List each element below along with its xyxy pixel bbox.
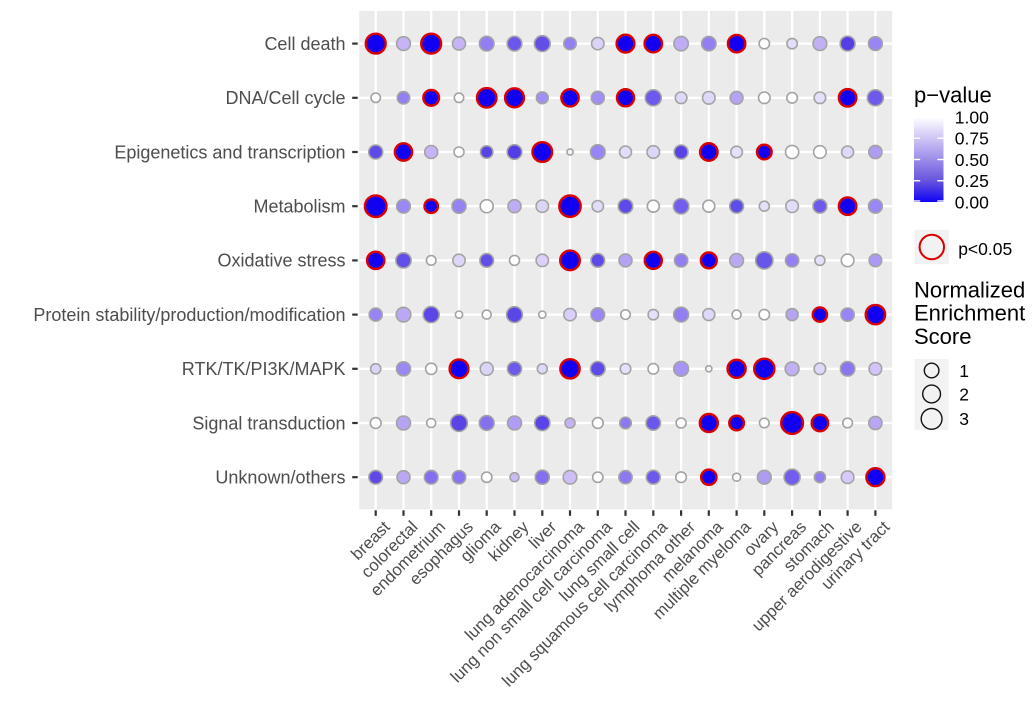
svg-text:3: 3	[959, 409, 969, 429]
svg-text:Score: Score	[914, 324, 971, 349]
svg-text:Enrichment: Enrichment	[914, 301, 1025, 326]
svg-text:0.50: 0.50	[955, 150, 989, 170]
svg-text:2: 2	[959, 384, 969, 404]
svg-text:Cell death: Cell death	[264, 34, 345, 54]
svg-text:Unknown/others: Unknown/others	[215, 468, 345, 488]
svg-text:Normalized: Normalized	[914, 277, 1025, 302]
svg-text:1: 1	[959, 361, 969, 381]
svg-text:Metabolism: Metabolism	[253, 197, 345, 217]
svg-text:0.00: 0.00	[955, 192, 989, 212]
svg-text:Protein stability/production/m: Protein stability/production/modificatio…	[33, 305, 345, 325]
svg-text:DNA/Cell cycle: DNA/Cell cycle	[225, 88, 345, 108]
svg-text:RTK/TK/PI3K/MAPK: RTK/TK/PI3K/MAPK	[182, 359, 346, 379]
svg-text:Epigenetics and transcription: Epigenetics and transcription	[114, 142, 345, 162]
svg-text:Oxidative stress: Oxidative stress	[217, 251, 345, 271]
svg-text:p−value: p−value	[914, 83, 992, 108]
svg-text:1.00: 1.00	[955, 107, 989, 127]
svg-text:p<0.05: p<0.05	[958, 239, 1012, 259]
svg-text:0.25: 0.25	[955, 171, 989, 191]
svg-text:0.75: 0.75	[955, 129, 989, 149]
svg-text:Signal transduction: Signal transduction	[192, 413, 345, 433]
